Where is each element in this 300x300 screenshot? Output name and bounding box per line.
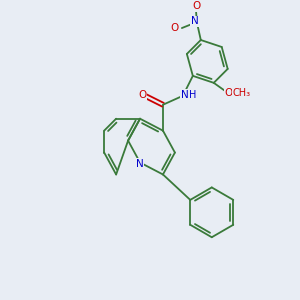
- Text: O: O: [171, 23, 179, 33]
- Text: O: O: [138, 90, 146, 100]
- Text: N: N: [136, 158, 144, 169]
- Text: O: O: [193, 1, 201, 11]
- Text: CH₃: CH₃: [232, 88, 251, 98]
- Text: H: H: [189, 90, 196, 100]
- Text: O: O: [225, 88, 233, 98]
- Text: N: N: [181, 90, 189, 100]
- Text: N: N: [191, 16, 199, 26]
